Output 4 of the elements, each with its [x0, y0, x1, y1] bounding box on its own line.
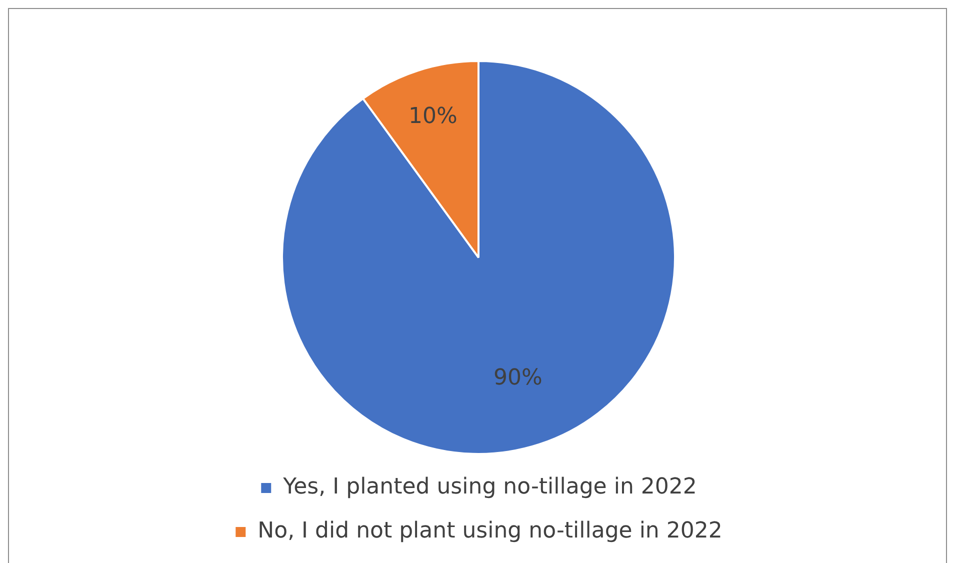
data-label: 90%: [494, 366, 542, 391]
legend-label: No, I did not plant using no-tillage in 2022: [258, 518, 722, 544]
data-label: 10%: [408, 104, 458, 130]
legend-label: Yes, I planted using no-tillage in 2022: [282, 474, 697, 500]
